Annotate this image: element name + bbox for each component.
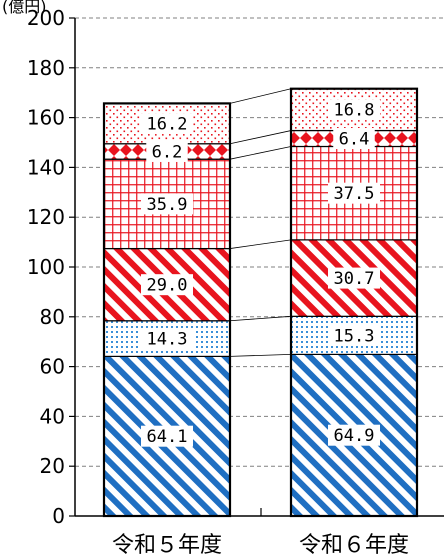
data-label-box bbox=[141, 113, 193, 135]
connector-line bbox=[229, 88, 292, 104]
connector-line bbox=[229, 239, 292, 249]
bars bbox=[102, 87, 419, 518]
connector-line bbox=[229, 353, 292, 357]
connector-line bbox=[229, 315, 292, 322]
y-tick-label: 100 bbox=[27, 255, 65, 279]
connector-lines bbox=[229, 88, 292, 357]
y-tick-label: 0 bbox=[52, 504, 65, 528]
data-label-box bbox=[328, 99, 380, 121]
y-axis: 0 20 40 60 80 100 120 140 160 180 200 bbox=[27, 6, 76, 528]
data-label: 6.2 bbox=[152, 142, 183, 162]
data-label: 30.7 bbox=[334, 269, 375, 289]
data-labels: 64.1 14.3 29.0 35.9 6.2 16.2 64.9 15.3 30.7 37.5 6… bbox=[141, 99, 380, 447]
data-label: 35.9 bbox=[147, 195, 188, 215]
data-label-box bbox=[141, 328, 193, 350]
connector-line bbox=[229, 130, 292, 145]
data-label: 29.0 bbox=[147, 276, 188, 296]
y-tick-label: 80 bbox=[40, 305, 65, 329]
data-label: 37.5 bbox=[334, 184, 375, 204]
x-category-label: 令和６年度 bbox=[299, 533, 409, 558]
data-label-box bbox=[333, 128, 375, 150]
data-label-box bbox=[141, 274, 193, 296]
y-axis-unit-label: (億円) bbox=[2, 0, 47, 16]
y-tick-label: 120 bbox=[27, 205, 65, 229]
x-axis: 令和５年度 令和６年度 bbox=[75, 508, 444, 558]
data-label-box bbox=[328, 267, 380, 289]
y-tick-label: 180 bbox=[27, 56, 65, 80]
data-label: 16.2 bbox=[147, 115, 188, 135]
data-label: 16.8 bbox=[334, 101, 375, 121]
data-label: 6.4 bbox=[339, 130, 370, 150]
gridlines bbox=[75, 17, 444, 467]
data-label-box bbox=[146, 140, 188, 162]
data-label: 15.3 bbox=[334, 326, 375, 346]
y-tick-label: 60 bbox=[40, 355, 65, 379]
data-label-box bbox=[141, 425, 193, 447]
data-label-box bbox=[141, 193, 193, 215]
data-label-box bbox=[328, 424, 380, 446]
y-tick-label: 140 bbox=[27, 155, 65, 179]
y-tick-label: 40 bbox=[40, 404, 65, 428]
y-tick-label: 200 bbox=[27, 6, 65, 30]
data-label: 64.1 bbox=[147, 427, 188, 447]
connector-line bbox=[229, 146, 292, 160]
y-tick-label: 20 bbox=[40, 454, 65, 478]
data-label-box bbox=[328, 324, 380, 346]
data-label: 14.3 bbox=[147, 330, 188, 350]
data-label: 64.9 bbox=[334, 426, 375, 446]
data-label-box bbox=[328, 182, 380, 204]
x-category-label: 令和５年度 bbox=[112, 533, 222, 558]
y-tick-label: 160 bbox=[27, 106, 65, 130]
